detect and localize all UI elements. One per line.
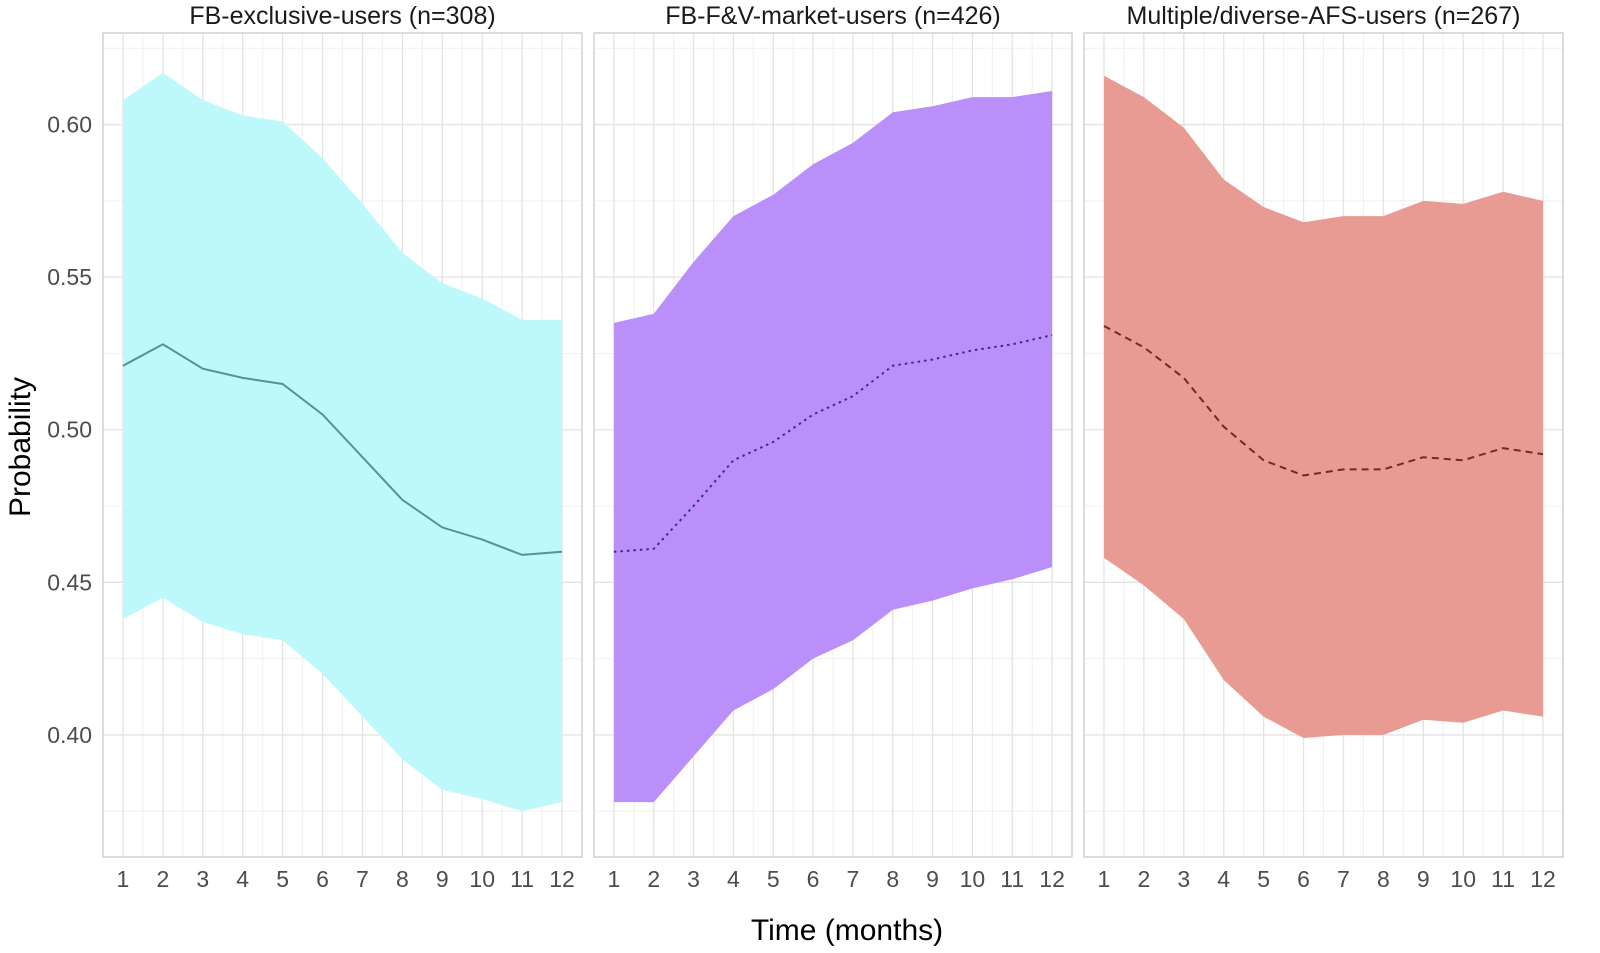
confidence-band xyxy=(613,91,1053,803)
x-tick-label: 12 xyxy=(1530,866,1556,892)
y-tick-label: 0.55 xyxy=(47,264,92,290)
x-tick-label: 9 xyxy=(926,866,939,892)
x-tick-label: 4 xyxy=(1217,866,1230,892)
y-axis: 0.40 0.45 0.50 0.55 0.60 xyxy=(47,112,92,748)
x-tick-label: 3 xyxy=(1177,866,1190,892)
y-tick-label: 0.45 xyxy=(47,569,92,595)
x-tick-label: 7 xyxy=(356,866,369,892)
panel-3: Multiple/diverse-AFS-users (n=267) 1 2 3 4 5 6… xyxy=(1083,2,1564,892)
estimate-line xyxy=(613,334,1053,553)
x-tick-label: 5 xyxy=(1257,866,1270,892)
x-axis-title: Time (months) xyxy=(751,914,943,947)
y-tick-label: 0.40 xyxy=(47,722,92,748)
x-tick-label: 8 xyxy=(1377,866,1390,892)
x-tick-label: 11 xyxy=(1491,866,1515,892)
x-tick-label: 5 xyxy=(276,866,289,892)
estimate-line xyxy=(1103,325,1544,477)
x-tick-label: 7 xyxy=(847,866,860,892)
x-tick-label: 12 xyxy=(1039,866,1065,892)
x-tick-label: 10 xyxy=(960,866,986,892)
x-tick-label: 10 xyxy=(469,866,495,892)
panel-title: FB-F&V-market-users (n=426) xyxy=(665,2,1001,30)
panel-border xyxy=(593,32,1073,858)
x-tick-label: 2 xyxy=(647,866,660,892)
confidence-band xyxy=(123,72,562,812)
panel-2: FB-F&V-market-users (n=426)1 2 3 4 5 6 7 8 9 10 11… xyxy=(593,2,1073,892)
x-tick-label: 5 xyxy=(767,866,780,892)
y-tick-label: 0.60 xyxy=(47,112,92,138)
x-tick-label: 1 xyxy=(608,866,621,892)
y-tick-label: 0.50 xyxy=(47,417,92,443)
estimate-line xyxy=(122,343,563,556)
x-tick-label: 2 xyxy=(156,866,169,892)
panel-border xyxy=(102,32,583,858)
x-tick-label: 1 xyxy=(117,866,130,892)
x-tick-label: 4 xyxy=(236,866,249,892)
x-tick-label: 11 xyxy=(510,866,534,892)
x-tick-label: 2 xyxy=(1137,866,1150,892)
panel-border xyxy=(1083,32,1564,858)
x-tick-label: 9 xyxy=(436,866,449,892)
x-tick-label: 8 xyxy=(396,866,409,892)
x-tick-label: 6 xyxy=(316,866,329,892)
x-tick-label: 3 xyxy=(687,866,700,892)
chart-panels: FB-exclusive-users (n=308)1 2 3 4 5 6 7 8 9 10 11 1… xyxy=(102,2,1564,892)
y-axis-title: Probability xyxy=(4,377,37,517)
x-tick-label: 8 xyxy=(886,866,899,892)
x-tick-label: 10 xyxy=(1450,866,1476,892)
x-tick-label: 9 xyxy=(1417,866,1430,892)
confidence-band xyxy=(1104,75,1543,738)
x-tick-label: 7 xyxy=(1337,866,1350,892)
x-tick-label: 6 xyxy=(807,866,820,892)
x-tick-label: 3 xyxy=(196,866,209,892)
panel-title: Multiple/diverse-AFS-users (n=267) xyxy=(1127,2,1521,30)
x-tick-label: 6 xyxy=(1297,866,1310,892)
panel-title: FB-exclusive-users (n=308) xyxy=(189,2,495,30)
x-tick-label: 4 xyxy=(727,866,740,892)
x-tick-label: 12 xyxy=(549,866,575,892)
panel-1: FB-exclusive-users (n=308)1 2 3 4 5 6 7 8 9 10 11 1… xyxy=(102,2,583,892)
x-tick-label: 11 xyxy=(1000,866,1024,892)
x-tick-label: 1 xyxy=(1098,866,1111,892)
